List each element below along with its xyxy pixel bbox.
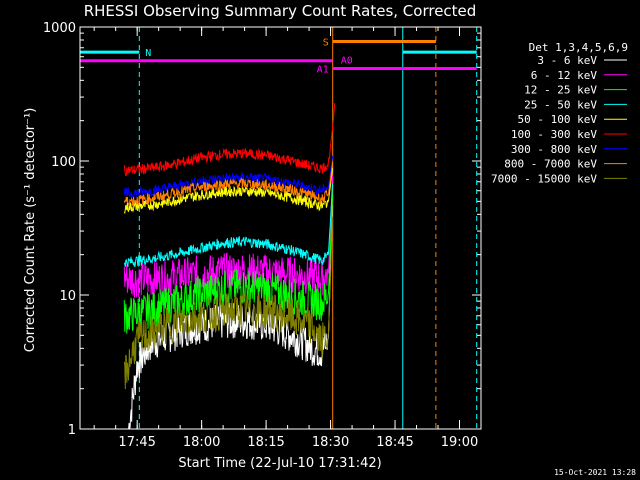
flag-label-3: A0	[341, 56, 353, 67]
legend-label-7: 800 - 7000 keV	[504, 158, 597, 171]
plot-frame	[79, 26, 482, 430]
x-tick-label-2: 18:15	[247, 435, 284, 450]
legend-label-0: 3 - 6 keV	[537, 54, 597, 67]
y-tick-label-1: 10	[59, 289, 76, 304]
series-line-4	[123, 167, 334, 215]
legend-label-1: 6 - 12 keV	[531, 69, 598, 82]
y-axis: 1 10 100 1000	[43, 21, 481, 438]
legend-label-8: 7000 - 15000 keV	[491, 172, 597, 185]
x-tick-label-4: 18:45	[376, 435, 413, 450]
legend-label-4: 50 - 100 keV	[518, 113, 598, 126]
series-lines	[123, 103, 336, 430]
legend: Det 1,3,4,5,6,9 3 - 6 keV 6 - 12 keV 12 - …	[491, 41, 628, 185]
y-tick-label-2: 100	[51, 155, 76, 170]
flag-label-2: A1	[317, 65, 329, 76]
flag-label-1: S	[323, 37, 329, 48]
x-tick-label-3: 18:30	[312, 435, 349, 450]
series-line-6	[123, 156, 334, 199]
flag-label-0: N	[145, 48, 151, 59]
series-line-5	[123, 103, 336, 177]
legend-title: Det 1,3,4,5,6,9	[529, 41, 628, 54]
x-axis: 17:45 18:00 18:15 18:30 18:45 19:00	[93, 27, 482, 450]
legend-label-2: 12 - 25 keV	[524, 84, 597, 97]
x-tick-label-1: 18:00	[183, 435, 220, 450]
series-line-7	[123, 161, 334, 207]
chart-title: RHESSI Observing Summary Count Rates, Co…	[84, 2, 477, 20]
legend-label-3: 25 - 50 keV	[524, 98, 597, 111]
flag-bars: N S A1 A0	[80, 37, 477, 76]
legend-label-6: 300 - 800 keV	[511, 143, 597, 156]
y-tick-label-0: 1	[68, 423, 76, 438]
y-axis-label: Corrected Count Rate (s⁻¹ detector⁻¹)	[23, 108, 38, 353]
x-tick-label-0: 17:45	[118, 435, 155, 450]
series-line-8	[123, 216, 334, 390]
legend-label-5: 100 - 300 keV	[511, 128, 597, 141]
x-axis-label: Start Time (22-Jul-10 17:31:42)	[178, 456, 381, 471]
series-line-1	[123, 175, 334, 299]
y-tick-label-3: 1000	[43, 21, 76, 36]
x-tick-label-5: 19:00	[441, 435, 478, 450]
series-line-3	[123, 183, 334, 268]
footer-timestamp: 15-Oct-2021 13:28	[554, 468, 636, 477]
